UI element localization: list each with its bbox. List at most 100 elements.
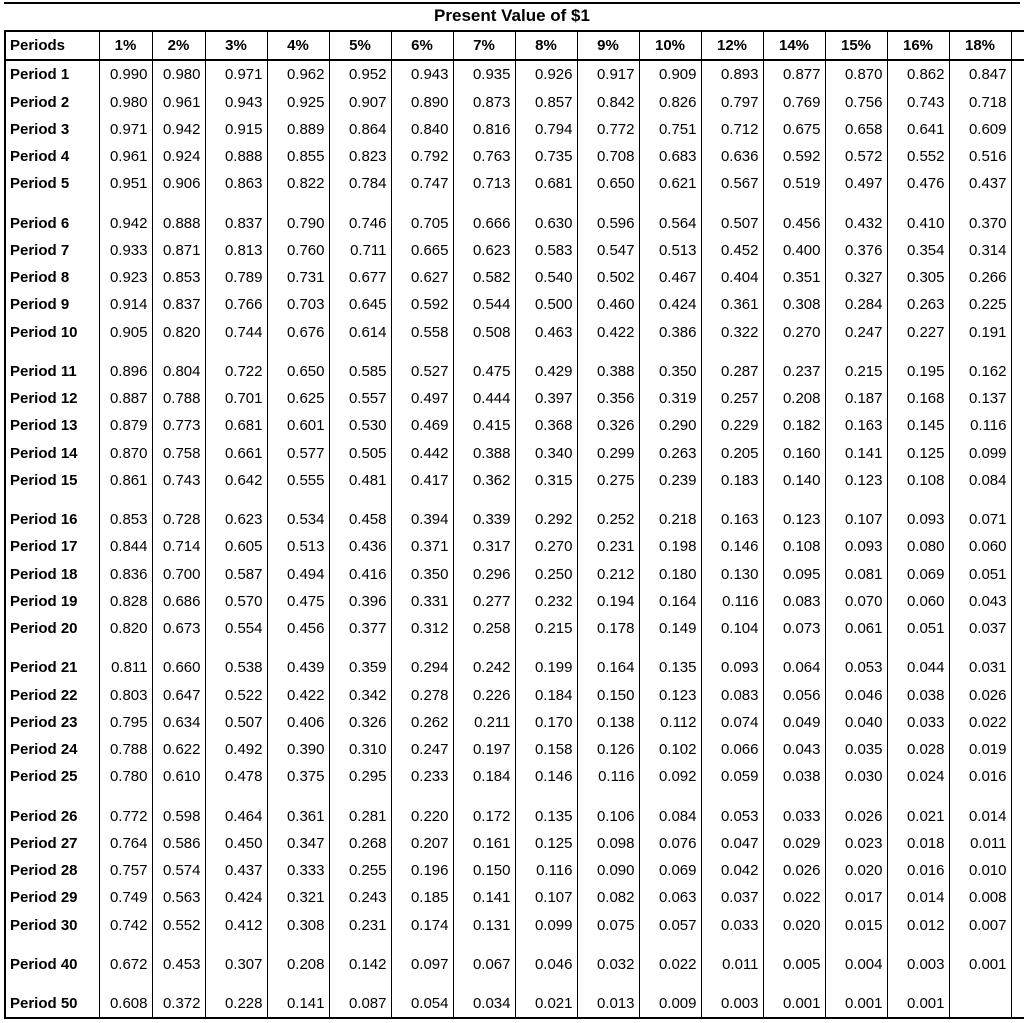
table-row: Period 270.7640.5860.4500.3470.2680.2070… <box>5 830 1024 857</box>
pv-cell: 0.855 <box>267 143 329 170</box>
pv-cell: 0.564 <box>639 198 701 237</box>
pv-cell: 0.376 <box>825 237 887 264</box>
pv-cell: 0.004 <box>825 939 887 978</box>
table-row: Period 280.7570.5740.4370.3330.2550.1960… <box>5 857 1024 884</box>
pv-cell: 0.317 <box>453 533 515 560</box>
period-label: Period 25 <box>5 763 99 790</box>
pv-cell: 0.116 <box>515 857 577 884</box>
pv-cell: 0.463 <box>515 319 577 346</box>
pv-cell: 0.464 <box>205 791 267 830</box>
pv-cell: 0.797 <box>701 89 763 116</box>
pv-cell: 0.226 <box>453 682 515 709</box>
pv-cell: 0.437 <box>205 857 267 884</box>
pv-cell: 0.003 <box>887 939 949 978</box>
pv-cell: 0.394 <box>391 494 453 533</box>
pv-cell: 0.362 <box>453 467 515 494</box>
pv-cell: 0.756 <box>825 89 887 116</box>
pv-cell: 0.026 <box>1011 615 1024 642</box>
pv-cell: 0.296 <box>453 561 515 588</box>
pv-cell: 0.075 <box>577 912 639 939</box>
table-row: Period 290.7490.5630.4240.3210.2430.1850… <box>5 884 1024 911</box>
pv-cell: 0.833 <box>1011 60 1024 88</box>
pv-cell: 0.828 <box>99 588 152 615</box>
pv-cell: 0.555 <box>267 467 329 494</box>
pv-cell: 0.040 <box>825 709 887 736</box>
pv-cell: 0.064 <box>763 642 825 681</box>
pv-cell: 0.951 <box>99 170 152 197</box>
period-label: Period 40 <box>5 939 99 978</box>
pv-cell: 0.021 <box>515 978 577 1018</box>
pv-cell: 0.060 <box>887 588 949 615</box>
pv-cell: 0.242 <box>453 642 515 681</box>
pv-cell: 0.003 <box>701 978 763 1018</box>
pv-cell: 0.422 <box>577 319 639 346</box>
pv-cell: 0.026 <box>763 857 825 884</box>
pv-cell: 0.005 <box>763 939 825 978</box>
pv-cell: 0.598 <box>152 791 205 830</box>
pv-cell: 0.396 <box>329 588 391 615</box>
pv-cell: 0.012 <box>887 912 949 939</box>
pv-cell: 0.456 <box>763 198 825 237</box>
pv-cell: 0.069 <box>639 857 701 884</box>
period-label: Period 18 <box>5 561 99 588</box>
pv-cell: 0.097 <box>391 939 453 978</box>
pv-cell: 0.116 <box>701 588 763 615</box>
pv-cell: 0.032 <box>577 939 639 978</box>
pv-cell: 0.279 <box>1011 237 1024 264</box>
pv-cell: 0.076 <box>639 830 701 857</box>
pv-cell: 0.557 <box>329 385 391 412</box>
pv-cell: 0.530 <box>329 412 391 439</box>
pv-cell: 0.164 <box>577 642 639 681</box>
pv-cell: 0.971 <box>99 116 152 143</box>
pv-cell: 0.208 <box>763 385 825 412</box>
pv-cell: 0.681 <box>515 170 577 197</box>
pv-cell: 0.123 <box>639 682 701 709</box>
pv-cell: 0.608 <box>99 978 152 1018</box>
pv-cell: 0.712 <box>701 116 763 143</box>
pv-cell: 0.623 <box>205 494 267 533</box>
pv-cell: 0.001 <box>887 978 949 1018</box>
pv-cell: 0.107 <box>825 494 887 533</box>
period-label: Period 5 <box>5 170 99 197</box>
col-header-rate: 7% <box>453 31 515 60</box>
pv-cell: 0.432 <box>825 198 887 237</box>
pv-cell: 0.513 <box>639 237 701 264</box>
pv-cell: 0.980 <box>152 60 205 88</box>
pv-cell: 0.045 <box>1011 533 1024 560</box>
pv-cell: 0.377 <box>329 615 391 642</box>
pv-cell: 0.022 <box>949 709 1011 736</box>
pv-cell: 0.347 <box>267 830 329 857</box>
pv-cell: 0.507 <box>701 198 763 237</box>
pv-cell: 0.047 <box>701 830 763 857</box>
pv-cell: 0.095 <box>763 561 825 588</box>
pv-cell: 0.605 <box>205 533 267 560</box>
table-row: Period 150.8610.7430.6420.5550.4810.4170… <box>5 467 1024 494</box>
pv-cell: 0.131 <box>453 912 515 939</box>
pv-cell: 0.896 <box>99 346 152 385</box>
table-row: Period 130.8790.7730.6810.6010.5300.4690… <box>5 412 1024 439</box>
pv-cell: 0.299 <box>577 440 639 467</box>
pv-cell: 0.660 <box>152 642 205 681</box>
pv-cell: 0.195 <box>887 346 949 385</box>
pv-cell: 0.456 <box>267 615 329 642</box>
pv-cell: 0.665 <box>391 237 453 264</box>
pv-cell: 0.861 <box>99 467 152 494</box>
pv-cell: 0.914 <box>99 291 152 318</box>
pv-cell: 0.099 <box>515 912 577 939</box>
pv-cell: 0.681 <box>205 412 267 439</box>
pv-cell: 0.609 <box>949 116 1011 143</box>
pv-cell: 0.870 <box>99 440 152 467</box>
pv-cell: 0.788 <box>99 736 152 763</box>
pv-cell: 0.482 <box>1011 143 1024 170</box>
pv-cell: 0.570 <box>205 588 267 615</box>
pv-cell: 0.080 <box>887 533 949 560</box>
pv-cell: 0.586 <box>152 830 205 857</box>
pv-cell: 0.093 <box>887 494 949 533</box>
pv-cell: 0.701 <box>205 385 267 412</box>
pv-cell: 0.444 <box>453 385 515 412</box>
table-row: Period 100.9050.8200.7440.6760.6140.5580… <box>5 319 1024 346</box>
pv-cell: 0.038 <box>763 763 825 790</box>
pv-cell: 0.013 <box>1011 736 1024 763</box>
pv-cell: 0.026 <box>949 682 1011 709</box>
pv-cell: 0.642 <box>205 467 267 494</box>
